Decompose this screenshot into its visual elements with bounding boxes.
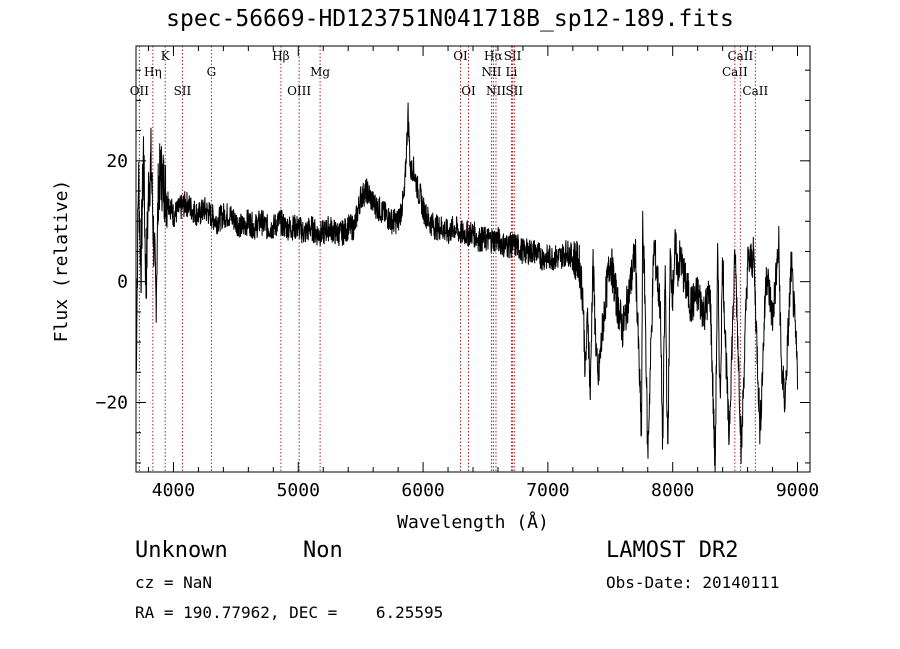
x-tick-label: 6000 (401, 480, 444, 501)
spectral-line-label: NII (486, 84, 506, 98)
spectral-line-label: Hα (484, 49, 503, 63)
y-tick-label: 20 (106, 151, 128, 172)
coordinates: RA = 190.77962, DEC = 6.25595 (135, 603, 444, 622)
spectral-line-label: OI (453, 49, 468, 63)
spectral-line-label: Mg (310, 65, 330, 79)
x-tick-label: 5000 (277, 480, 320, 501)
x-axis-label: Wavelength (Å) (397, 511, 549, 533)
spectral-line-label: OII (130, 84, 150, 98)
spectral-line-label: Hη (144, 65, 162, 79)
y-tick-label: −20 (95, 393, 128, 414)
spectral-line-label: OI (461, 84, 476, 98)
x-tick-label: 8000 (651, 480, 694, 501)
x-tick-label: 7000 (526, 480, 569, 501)
spectral-line-label: SII (174, 84, 192, 98)
spectral-line-label: CaII (727, 49, 753, 63)
spectral-line-markers: OIIHηKSIIGHβOIIIMgOIOIHαNIINIISIILiSIICa… (130, 46, 768, 472)
spectrum-line (135, 102, 798, 473)
spectral-line-label: CaII (722, 65, 748, 79)
spectrum-series (135, 102, 798, 473)
chart-title: spec-56669-HD123751N041718B_sp12-189.fit… (166, 6, 734, 32)
y-tick-label: 0 (117, 272, 128, 293)
spectral-line-label: OIII (287, 84, 311, 98)
object-class: Unknown (135, 538, 228, 563)
spectral-line-label: G (207, 65, 217, 79)
spectral-line-label: NII (481, 65, 501, 79)
y-axis-label: Flux (relative) (51, 180, 72, 343)
spectral-line-label: Hβ (272, 49, 289, 63)
object-subclass: Non (303, 538, 343, 563)
x-tick-label: 9000 (776, 480, 819, 501)
axes: 4000 5000 6000 7000 8000 9000 −20 0 20 (95, 46, 819, 501)
spectral-line-label: SII (504, 49, 522, 63)
survey-name: LAMOST DR2 (606, 538, 739, 563)
spectral-line-label: Li (506, 65, 518, 79)
spectral-line-label: SII (505, 84, 523, 98)
x-tick-label: 4000 (152, 480, 195, 501)
spectral-line-label: CaII (742, 84, 768, 98)
obs-date: Obs-Date: 20140111 (606, 573, 780, 592)
redshift-cz: cz = NaN (135, 573, 213, 592)
plot-frame (135, 45, 811, 473)
spectral-line-label: K (161, 49, 171, 63)
